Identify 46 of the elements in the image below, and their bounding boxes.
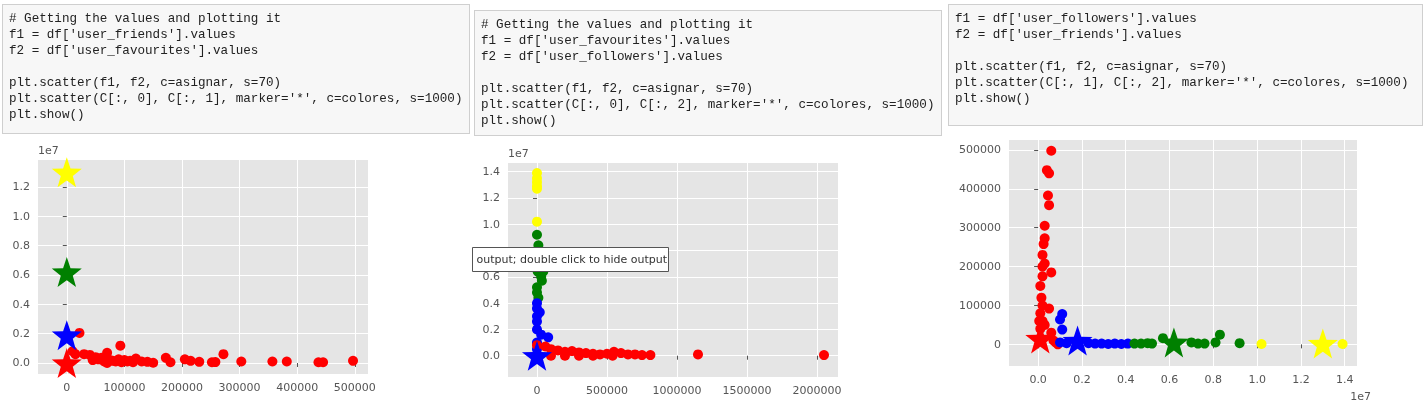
y-tick-label: 100000: [959, 298, 1001, 312]
y-tick-label: 300000: [959, 221, 1001, 235]
y-tick-label: 0.0: [482, 349, 500, 363]
x-tick-label: 0: [63, 381, 71, 394]
y-tick-label: 0.4: [12, 297, 30, 311]
x-tick-label: 0.8: [1204, 373, 1223, 386]
y-tick-label: 1.4: [482, 165, 500, 179]
x-tick-label: 0: [533, 384, 541, 397]
y-tick-label: 500000: [959, 143, 1001, 157]
y-tick-label: 0.6: [482, 270, 500, 284]
x-tick-label: 0.0: [1029, 373, 1047, 386]
text: 1e7: [38, 144, 59, 157]
y-tick-label: 1.2: [482, 191, 500, 205]
x-tick-label: 400000: [276, 381, 319, 394]
chart-title: # Getting the values and plotting it f1 = df['user_favourites'].values f2 = df['user_followers'].values plt.scatter(f1, f2, c=asignar, s=70) plt.scatter(C[:, 0], C[:, 2], marker='*', c=colores, s=1000) plt.show(): [481, 18, 935, 128]
y-tick-label: 200000: [959, 260, 1001, 274]
x-tick-label: 500000: [333, 381, 376, 394]
y-tick-label: 0.4: [482, 296, 500, 310]
y-tick-label: 0.2: [482, 322, 500, 336]
x-tick-label: 0.2: [1073, 373, 1091, 386]
chart-title: f1 = df['user_followers'].values f2 = df['user_friends'].values plt.scatter(f1, f2, c=asignar, s=70) plt.scatter(C[:, 1], C[:, 2], marker='*', c=colores, s=1000) plt.show(): [955, 12, 1409, 106]
x-tick-label: 1.4: [1335, 373, 1354, 386]
x-tick-label: 500000: [585, 384, 628, 397]
x-tick-label: 200000: [160, 381, 203, 394]
y-tick-label: 1.0: [482, 217, 500, 231]
y-tick-label: 0.8: [12, 239, 30, 253]
x-tick-label: 0.6: [1160, 373, 1179, 386]
y-tick-label: 1.0: [12, 209, 30, 223]
x-tick-label: 2000000: [792, 384, 842, 397]
y-tick-label: 1.2: [12, 180, 30, 194]
annotation: output; double click to hide output: [476, 252, 668, 266]
x-tick-label: 0.4: [1116, 373, 1135, 386]
x-tick-label: 1.2: [1292, 373, 1310, 386]
x-tick-label: 1000000: [652, 384, 702, 397]
x-tick-label: 1500000: [722, 384, 772, 397]
x-tick-label: 300000: [218, 381, 261, 394]
y-tick-label: 0.6: [12, 268, 30, 282]
text: 1e7: [508, 147, 529, 160]
x-tick-label: 1.0: [1248, 373, 1266, 386]
y-tick-label: 0: [994, 337, 1001, 351]
y-tick-label: 400000: [959, 182, 1001, 196]
y-tick-label: 0.0: [12, 356, 30, 370]
text: 1e7: [1350, 390, 1371, 403]
x-tick-label: 100000: [103, 381, 146, 394]
chart-title: # Getting the values and plotting it f1 = df['user_friends'].values f2 = df['user_favourites'].values plt.scatter(f1, f2, c=asignar, s=70) plt.scatter(C[:, 0], C[:, 1], marker='*', c=colores, s=1000) plt.show(): [9, 12, 463, 122]
y-tick-label: 0.2: [12, 327, 30, 341]
